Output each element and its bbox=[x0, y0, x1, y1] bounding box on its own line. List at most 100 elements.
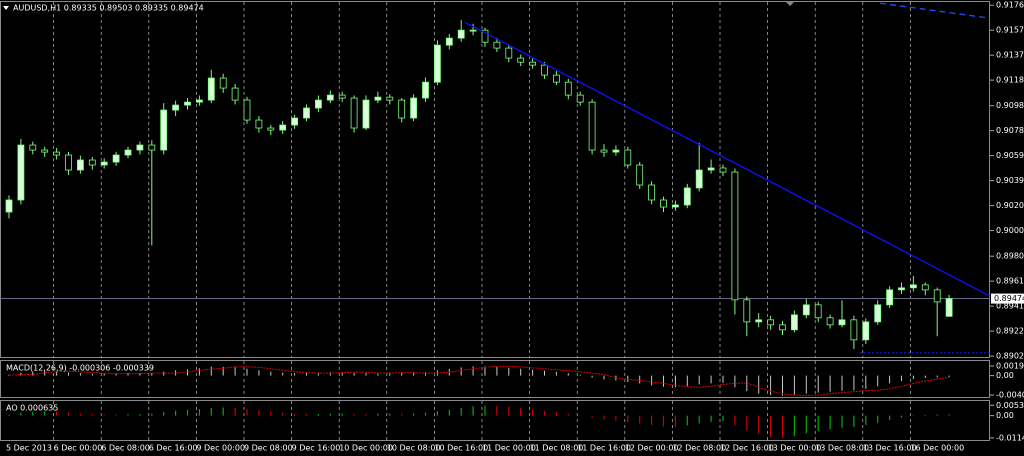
candle-body bbox=[636, 164, 644, 186]
candle-body bbox=[100, 161, 108, 166]
candle-body bbox=[457, 29, 465, 39]
candle-body bbox=[541, 64, 548, 76]
x-tick-label: 13 Dec 08:00 bbox=[815, 444, 869, 453]
candle-body bbox=[433, 44, 441, 83]
candle-body bbox=[660, 199, 667, 208]
candle-body bbox=[910, 284, 917, 289]
y-tick-label: 0.005302 bbox=[996, 401, 1024, 410]
candle-body bbox=[755, 319, 763, 323]
candle-body bbox=[648, 184, 655, 201]
macd-title: MACD(12,26,9) -0.000306 -0.000339 bbox=[6, 364, 154, 373]
candle-body bbox=[445, 37, 453, 46]
candle-body bbox=[77, 159, 84, 171]
candle-body bbox=[314, 99, 322, 109]
menu-triangle[interactable] bbox=[3, 6, 9, 10]
candle-body bbox=[303, 107, 310, 119]
ao-panel-frame bbox=[0, 400, 990, 441]
candle-body bbox=[588, 101, 596, 151]
x-tick-label: 6 Dec 16:00 bbox=[149, 444, 198, 453]
candle-body bbox=[207, 77, 215, 101]
candle-body bbox=[814, 304, 822, 319]
y-tick-label: 0.90395 bbox=[996, 176, 1024, 185]
candle-body bbox=[255, 119, 263, 129]
candle-body bbox=[29, 144, 37, 151]
candle-body bbox=[362, 99, 370, 129]
current-price-box bbox=[991, 293, 1024, 304]
x-tick-label: 10 Dec 08:00 bbox=[387, 444, 441, 453]
candle-body bbox=[267, 127, 275, 131]
candle-body bbox=[219, 77, 227, 89]
candle-body bbox=[791, 314, 798, 331]
candle-body bbox=[624, 149, 632, 166]
x-tick-label: 11 Dec 16:00 bbox=[577, 444, 631, 453]
y-tick-label: 0.91765 bbox=[996, 1, 1024, 10]
candle-body bbox=[148, 144, 156, 151]
x-tick-label: 11 Dec 08:00 bbox=[530, 444, 584, 453]
x-tick-label: 11 Dec 00:00 bbox=[482, 444, 536, 453]
y-tick-label: 0.90005 bbox=[996, 226, 1024, 235]
x-tick-label: 12 Dec 16:00 bbox=[720, 444, 774, 453]
candle-body bbox=[88, 159, 96, 166]
candle-body bbox=[291, 117, 299, 126]
candle-body bbox=[124, 149, 132, 156]
candle-body bbox=[41, 149, 49, 153]
candle-body bbox=[767, 319, 774, 326]
x-tick-label: 10 Dec 00:00 bbox=[339, 444, 393, 453]
y-tick-label: 0.00 bbox=[996, 411, 1014, 420]
candle-body bbox=[422, 81, 429, 99]
x-tick-label: 5 Dec 2013 bbox=[6, 444, 52, 453]
y-tick-label: -0.004002 bbox=[996, 391, 1024, 400]
candle-body bbox=[136, 144, 144, 151]
candle-body bbox=[862, 321, 870, 341]
shift-marker bbox=[786, 2, 794, 6]
candle-body bbox=[493, 41, 501, 49]
y-tick-label: 0.89415 bbox=[996, 302, 1024, 311]
candle-body bbox=[850, 319, 858, 341]
candle-body bbox=[65, 154, 72, 171]
x-tick-label: 13 Dec 16:00 bbox=[863, 444, 917, 453]
candle-body bbox=[338, 94, 346, 99]
candle-body bbox=[243, 99, 251, 121]
trendline bbox=[879, 2, 990, 19]
y-tick-label: 0.001971 bbox=[996, 362, 1024, 371]
y-tick-label: -0.011412 bbox=[996, 433, 1024, 442]
candle-body bbox=[112, 154, 120, 163]
main-panel-frame bbox=[0, 1, 990, 358]
candle-body bbox=[184, 101, 191, 106]
candle-body bbox=[53, 151, 60, 156]
x-tick-label: 9 Dec 08:00 bbox=[244, 444, 293, 453]
candle-body bbox=[279, 124, 287, 131]
y-tick-label: 0.00 bbox=[996, 371, 1014, 380]
candle-body bbox=[469, 29, 477, 32]
candle-body bbox=[160, 109, 168, 151]
candle-body bbox=[517, 57, 525, 63]
x-tick-label: 9 Dec 16:00 bbox=[292, 444, 341, 453]
x-tick-label: 10 Dec 16:00 bbox=[434, 444, 488, 453]
x-tick-label: 9 Dec 00:00 bbox=[196, 444, 245, 453]
trendline bbox=[464, 21, 990, 297]
x-tick-label: 16 Dec 00:00 bbox=[910, 444, 964, 453]
candle-body bbox=[505, 47, 513, 59]
macd-panel-frame bbox=[0, 360, 990, 398]
x-tick-label: 13 Dec 00:00 bbox=[768, 444, 822, 453]
y-tick-label: 0.89805 bbox=[996, 252, 1024, 261]
candle-body bbox=[945, 298, 953, 317]
candle-body bbox=[612, 149, 620, 153]
candle-body bbox=[874, 304, 882, 323]
candle-body bbox=[933, 289, 941, 303]
candle-body bbox=[564, 81, 572, 96]
candle-body bbox=[576, 94, 584, 103]
candle-body bbox=[707, 167, 715, 171]
candle-body bbox=[231, 87, 239, 101]
y-tick-label: 0.90785 bbox=[996, 126, 1024, 135]
x-tick-label: 6 Dec 08:00 bbox=[101, 444, 150, 453]
candle-body bbox=[731, 171, 739, 301]
candle-body bbox=[17, 144, 25, 201]
